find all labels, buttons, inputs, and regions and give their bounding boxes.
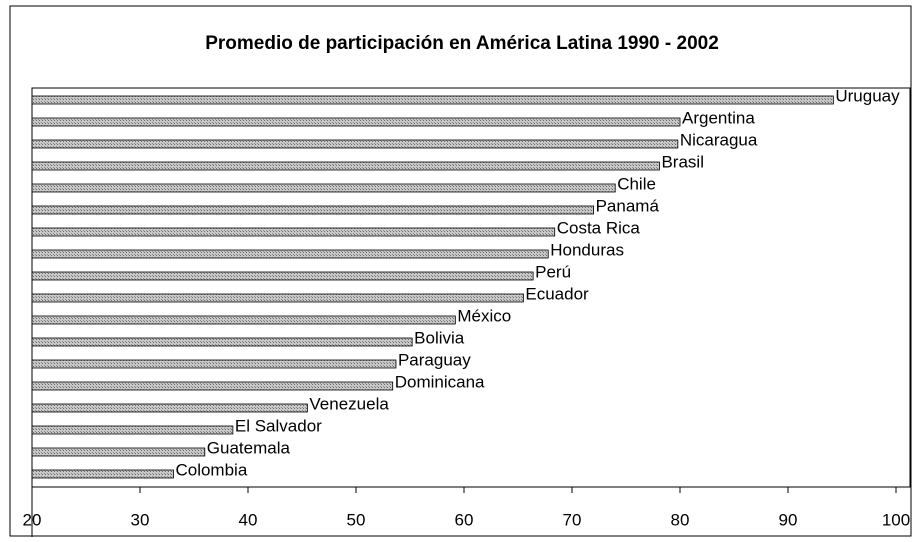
bar — [31, 271, 534, 281]
bar — [31, 139, 679, 149]
x-tick-label: 20 — [23, 510, 42, 529]
bar — [31, 381, 394, 391]
x-tick-label: 40 — [239, 510, 258, 529]
bar-label: Colombia — [175, 460, 247, 479]
bar — [31, 359, 397, 369]
bar-label: Dominicana — [395, 372, 485, 391]
bar-label: Chile — [617, 174, 656, 193]
bar — [31, 315, 456, 325]
bar-label: Perú — [535, 262, 571, 281]
bar-label: Argentina — [682, 108, 755, 127]
bar — [31, 227, 556, 237]
chart-border — [9, 5, 912, 537]
bar-label: Venezuela — [309, 394, 389, 413]
bar — [31, 425, 234, 435]
bar — [31, 95, 834, 105]
bar — [31, 249, 549, 259]
x-tick-label: 90 — [779, 510, 798, 529]
bar-label: Honduras — [550, 240, 624, 259]
bar-label: Uruguay — [835, 86, 900, 105]
bar — [31, 403, 308, 413]
bar-label: El Salvador — [235, 416, 322, 435]
bar-label: Costa Rica — [557, 218, 641, 237]
bar — [31, 293, 524, 303]
bar — [31, 117, 681, 127]
bar — [31, 469, 174, 479]
bar-label: Guatemala — [207, 438, 291, 457]
bar — [31, 161, 660, 171]
x-tick-label: 30 — [131, 510, 150, 529]
bar-label: Panamá — [596, 196, 660, 215]
chart-title: Promedio de participación en América Lat… — [205, 33, 719, 54]
bar-label: Brasil — [661, 152, 704, 171]
bar-label: Nicaragua — [680, 130, 758, 149]
bar-label: Paraguay — [398, 350, 471, 369]
bar — [31, 447, 206, 457]
x-tick-label: 80 — [671, 510, 690, 529]
bar-label: Ecuador — [525, 284, 589, 303]
bar-label: Bolivia — [414, 328, 465, 347]
bar — [31, 183, 616, 193]
x-tick-label: 60 — [455, 510, 474, 529]
bar — [31, 337, 413, 347]
x-tick-label: 50 — [347, 510, 366, 529]
bar-label: México — [457, 306, 511, 325]
x-tick-label: 100 — [882, 510, 910, 529]
x-tick-label: 70 — [563, 510, 582, 529]
bar — [31, 205, 594, 215]
